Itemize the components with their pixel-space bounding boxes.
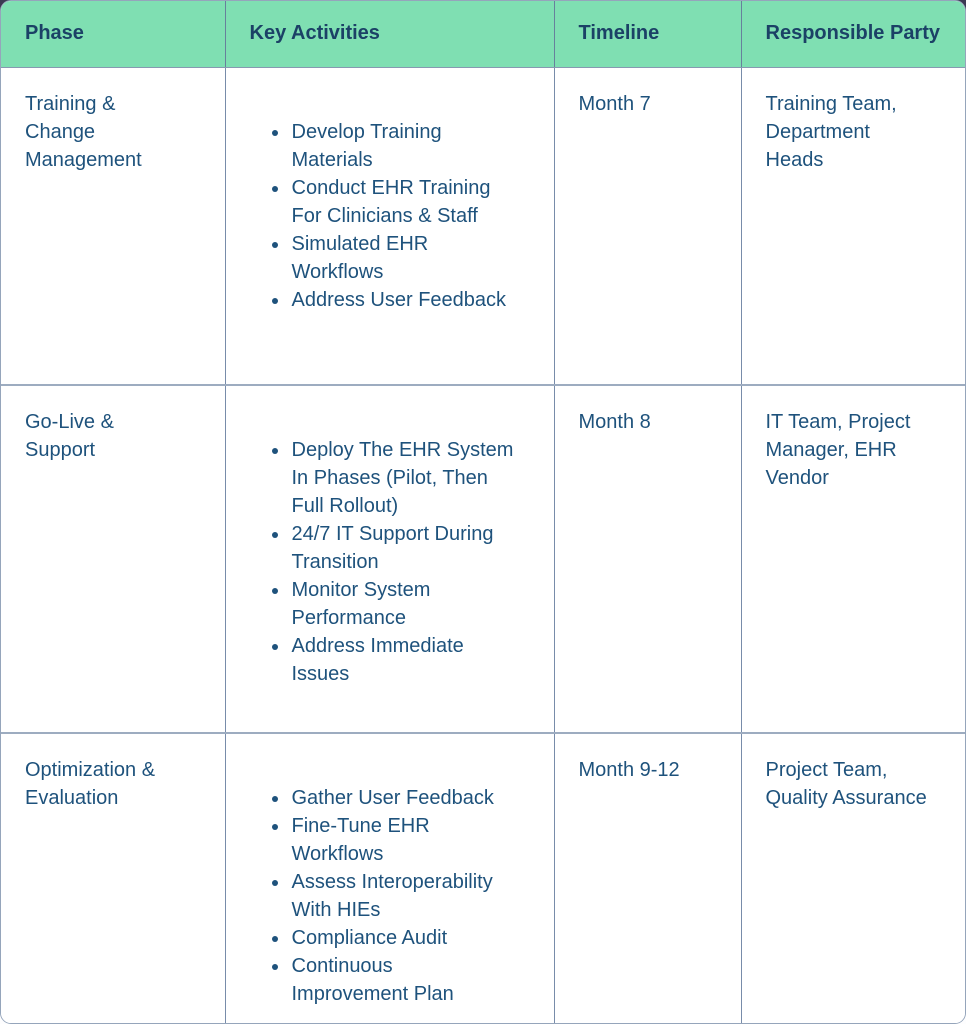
key-activities-cell: Deploy The EHR System In Phases (Pilot, … [225,384,555,733]
phase-cell: Optimization & Evaluation [1,732,226,1023]
col-header-key-activities: Key Activities [225,1,555,68]
timeline-cell: Month 7 [554,67,742,385]
activity-item: Fine-Tune EHR Workflows [290,812,534,868]
activity-item: 24/7 IT Support During Transition [290,520,534,576]
phase-cell: Training & Change Management [1,67,226,385]
col-header-responsible-party: Responsible Party [741,1,965,68]
col-header-phase: Phase [1,1,226,68]
activity-item: Compliance Audit [290,924,534,952]
timeline-cell: Month 8 [554,384,742,733]
table-row: Go-Live & Support Deploy The EHR System … [1,384,965,733]
responsible-party-cell: Training Team, Department Heads [741,67,965,385]
activity-item: Deploy The EHR System In Phases (Pilot, … [290,436,534,520]
table-row: Training & Change Management Develop Tra… [1,67,965,385]
activity-item: Continuous Improvement Plan [290,952,534,1008]
activity-item: Assess Interoperability With HIEs [290,868,534,924]
activity-item: Conduct EHR Training For Clinicians & St… [290,174,534,230]
col-header-timeline: Timeline [554,1,742,68]
table-header: Phase Key Activities Timeline Responsibl… [1,1,965,68]
table-row: Optimization & Evaluation Gather User Fe… [1,732,965,1023]
activity-item: Monitor System Performance [290,576,534,632]
header-row: Phase Key Activities Timeline Responsibl… [1,1,965,68]
activity-item: Simulated EHR Workflows [290,230,534,286]
activity-item: Address User Feedback [290,286,534,314]
activity-item: Develop Training Materials [290,118,534,174]
phase-cell: Go-Live & Support [1,384,226,733]
responsible-party-cell: Project Team, Quality Assurance [741,732,965,1023]
activity-list: Gather User FeedbackFine-Tune EHR Workfl… [250,784,534,1008]
activity-item: Address Immediate Issues [290,632,534,688]
key-activities-cell: Gather User FeedbackFine-Tune EHR Workfl… [225,732,555,1023]
activity-list: Deploy The EHR System In Phases (Pilot, … [250,436,534,688]
responsible-party-cell: IT Team, Project Manager, EHR Vendor [741,384,965,733]
activity-item: Gather User Feedback [290,784,534,812]
key-activities-cell: Develop Training MaterialsConduct EHR Tr… [225,67,555,385]
activity-list: Develop Training MaterialsConduct EHR Tr… [250,118,534,314]
table-body: Training & Change Management Develop Tra… [1,67,965,1023]
timeline-cell: Month 9-12 [554,732,742,1023]
